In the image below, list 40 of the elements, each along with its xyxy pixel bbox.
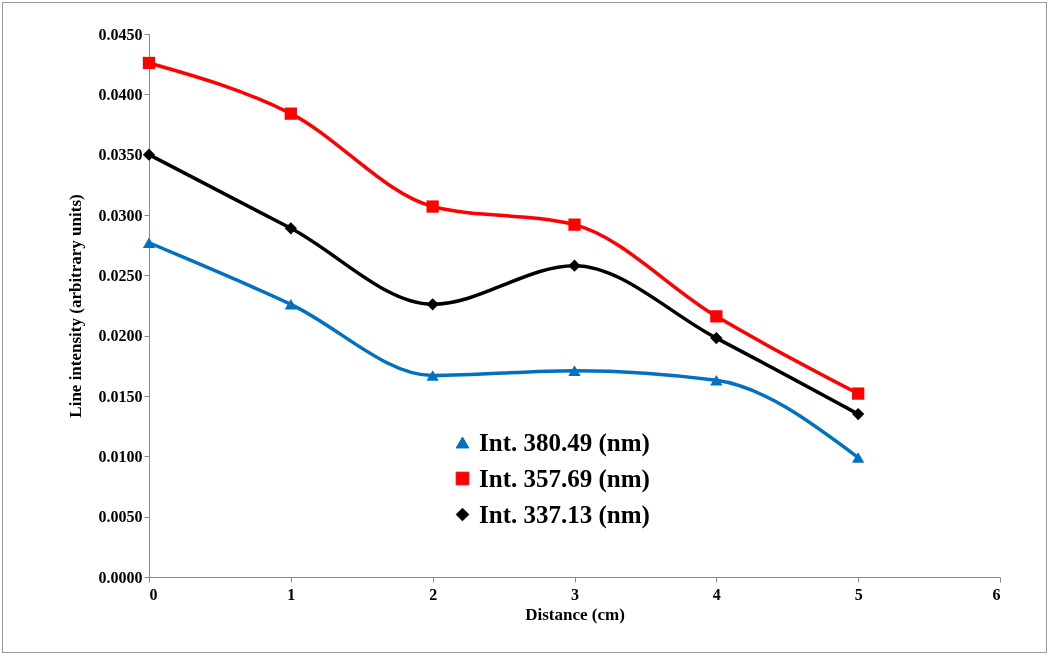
x-tick-label: 3 [571,585,579,603]
y-axis-title: Line intensity (arbitrary units) [65,194,85,418]
y-tick-label: 0.0350 [98,146,143,164]
legend-label: Int. 380.49 (nm) [479,428,650,457]
x-tick-label: 6 [992,585,1001,603]
y-tick-label: 0.0050 [98,508,143,526]
point [426,200,439,213]
y-tick-label: 0.0400 [98,85,143,103]
point [426,370,439,381]
legend-label: Int. 337.13 (nm) [479,500,650,529]
point [426,298,439,311]
point [284,222,297,235]
x-tick-label: 4 [712,585,721,603]
point [710,310,723,323]
y-tick-label: 0.0250 [98,266,143,284]
y-tick-label: 0.0000 [98,568,143,586]
point [284,107,297,120]
x-tick-label: 0 [149,585,158,603]
y-tick-label: 0.0450 [98,25,143,43]
point [568,365,581,376]
y-tick-label: 0.0150 [98,387,143,405]
x-tick-label: 5 [854,585,863,603]
legend-label: Int. 357.69 (nm) [479,464,650,493]
point [852,452,865,463]
y-tick-label: 0.0300 [98,206,143,224]
x-axis-title: Distance (cm) [525,604,625,624]
x-tick-label: 2 [429,585,438,603]
point [142,237,156,249]
point [568,218,581,231]
point [710,375,723,386]
point [142,148,156,161]
point [284,298,297,310]
point [142,56,156,70]
point [710,331,723,345]
point [568,259,581,272]
y-tick-label: 0.0200 [98,327,143,345]
point [852,407,865,421]
x-tick-label: 1 [287,585,296,603]
y-tick-label: 0.0100 [98,447,143,465]
point [852,387,865,400]
